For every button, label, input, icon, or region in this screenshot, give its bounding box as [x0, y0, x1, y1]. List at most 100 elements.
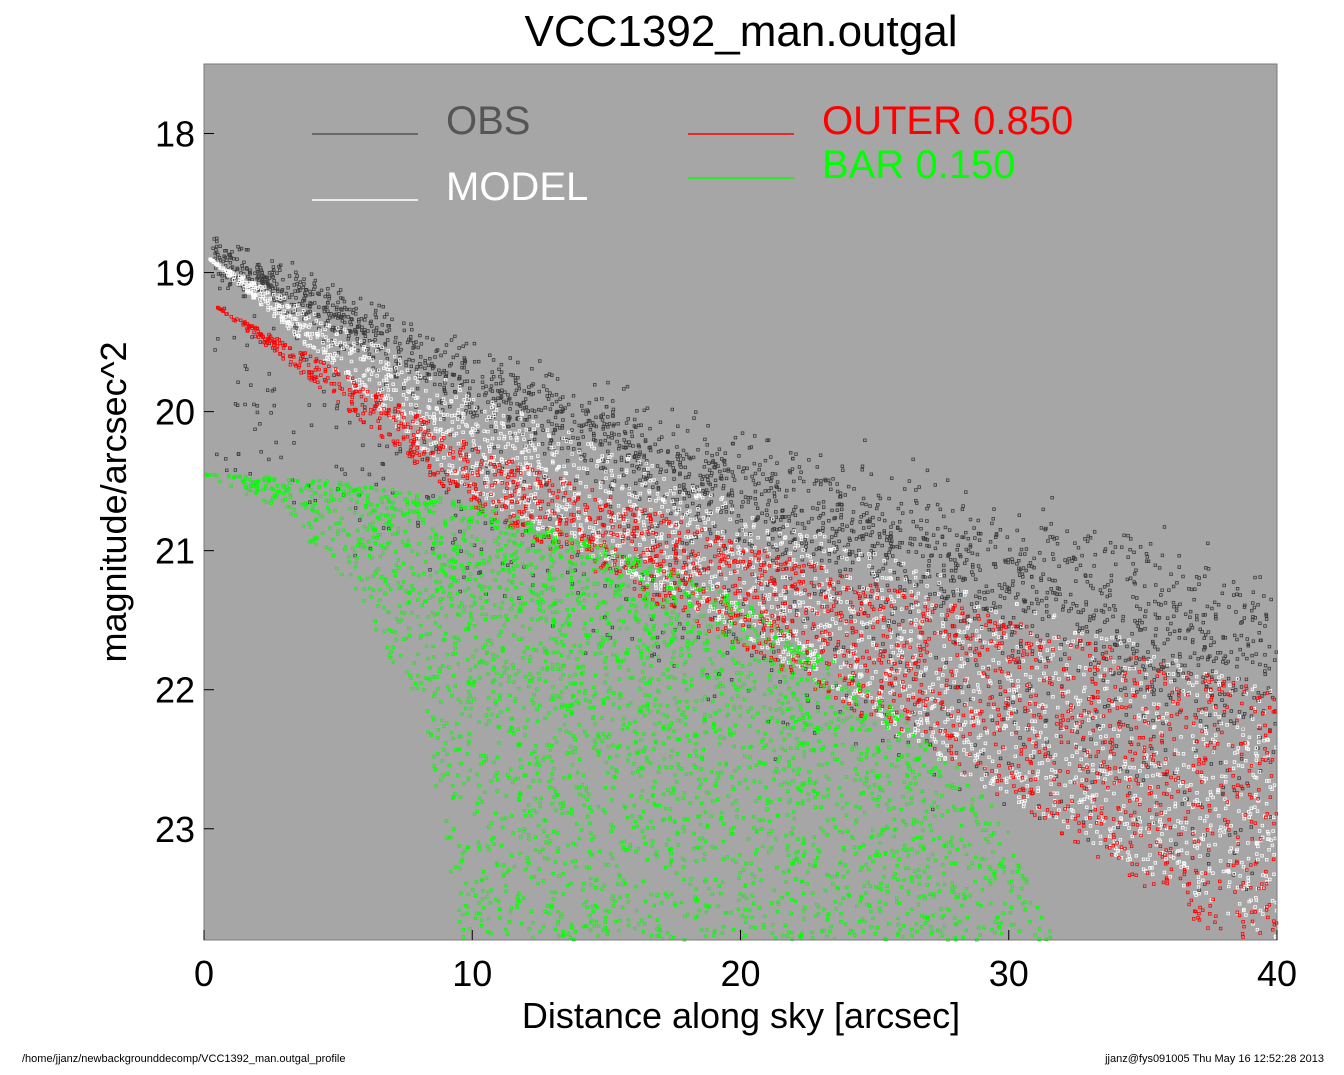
obs-point: [730, 470, 734, 474]
obs-point: [418, 362, 422, 366]
obs-point: [402, 321, 406, 325]
obs-point: [1086, 770, 1090, 774]
obs-point: [829, 487, 833, 492]
obs-point: [676, 424, 680, 428]
obs-point: [503, 390, 507, 394]
obs-point: [453, 537, 457, 541]
obs-point: [297, 285, 301, 289]
obs-point: [1076, 546, 1081, 550]
obs-point: [448, 404, 452, 409]
obs-point: [381, 526, 386, 530]
obs-point: [1108, 540, 1113, 545]
obs-point: [877, 569, 881, 573]
obs-point: [232, 335, 237, 340]
obs-point: [588, 427, 593, 432]
obs-point: [1271, 750, 1276, 754]
obs-point: [476, 359, 481, 364]
obs-point: [773, 472, 778, 476]
obs-point: [1214, 616, 1218, 621]
obs-point: [1267, 644, 1272, 649]
obs-point: [335, 406, 339, 411]
obs-point: [993, 565, 998, 569]
obs-point: [1239, 621, 1243, 625]
obs-point: [322, 389, 326, 394]
obs-point: [1164, 702, 1169, 707]
obs-point: [301, 303, 305, 307]
obs-point: [1258, 621, 1262, 625]
obs-point: [374, 482, 379, 487]
obs-point: [1267, 666, 1271, 671]
obs-point: [1210, 693, 1214, 698]
obs-point: [811, 552, 816, 556]
obs-point: [677, 490, 682, 494]
obs-point: [1112, 604, 1116, 608]
obs-point: [869, 549, 874, 553]
obs-point: [587, 401, 592, 405]
obs-point: [566, 402, 571, 407]
obs-point: [508, 356, 512, 360]
obs-point: [1188, 615, 1192, 619]
obs-point: [1216, 603, 1221, 607]
obs-point: [914, 488, 918, 492]
obs-point: [296, 289, 300, 293]
obs-point: [753, 471, 758, 476]
obs-point: [1136, 624, 1140, 629]
obs-point: [1048, 535, 1052, 539]
obs-point: [1080, 553, 1084, 558]
obs-point: [286, 286, 290, 290]
obs-point: [517, 383, 521, 387]
obs-point: [290, 261, 295, 265]
obs-point: [952, 593, 956, 598]
obs-point: [1041, 572, 1045, 576]
obs-point: [827, 519, 831, 523]
obs-point: [1169, 621, 1173, 626]
obs-point: [471, 379, 475, 384]
obs-point: [1151, 639, 1155, 644]
obs-point: [228, 261, 233, 265]
obs-point: [302, 312, 306, 316]
obs-point: [975, 601, 979, 605]
obs-point: [965, 658, 970, 662]
scatter-layer: [205, 236, 1279, 942]
obs-point: [381, 305, 385, 309]
obs-point: [713, 524, 717, 528]
obs-point: [460, 365, 464, 370]
obs-point: [955, 533, 959, 537]
obs-point: [407, 357, 411, 362]
obs-point: [766, 502, 770, 507]
obs-point: [462, 366, 466, 370]
obs-point: [870, 530, 874, 534]
obs-point: [707, 468, 712, 472]
obs-point: [1076, 610, 1080, 614]
obs-point: [1202, 636, 1206, 640]
obs-point: [683, 475, 688, 480]
obs-point: [1122, 639, 1126, 643]
obs-point: [437, 368, 441, 372]
obs-point: [972, 526, 976, 530]
obs-point: [1151, 666, 1156, 671]
obs-point: [993, 535, 998, 539]
obs-point: [362, 339, 366, 343]
obs-point: [777, 487, 782, 492]
obs-point: [835, 482, 839, 486]
obs-point: [869, 472, 874, 476]
obs-point: [737, 465, 741, 469]
obs-point: [1262, 594, 1266, 598]
obs-point: [1144, 552, 1149, 556]
obs-point: [1113, 608, 1117, 612]
obs-point: [847, 536, 852, 541]
obs-point: [741, 551, 745, 555]
obs-point: [830, 535, 834, 539]
obs-point: [902, 487, 907, 491]
obs-point: [271, 326, 276, 331]
obs-point: [898, 660, 903, 664]
obs-point: [715, 452, 719, 456]
obs-point: [931, 807, 935, 812]
obs-point: [933, 483, 937, 487]
obs-point: [380, 323, 385, 327]
obs-point: [849, 615, 853, 619]
obs-point: [434, 447, 438, 451]
obs-point: [430, 546, 435, 551]
obs-point: [1035, 634, 1039, 638]
obs-point: [443, 391, 448, 396]
